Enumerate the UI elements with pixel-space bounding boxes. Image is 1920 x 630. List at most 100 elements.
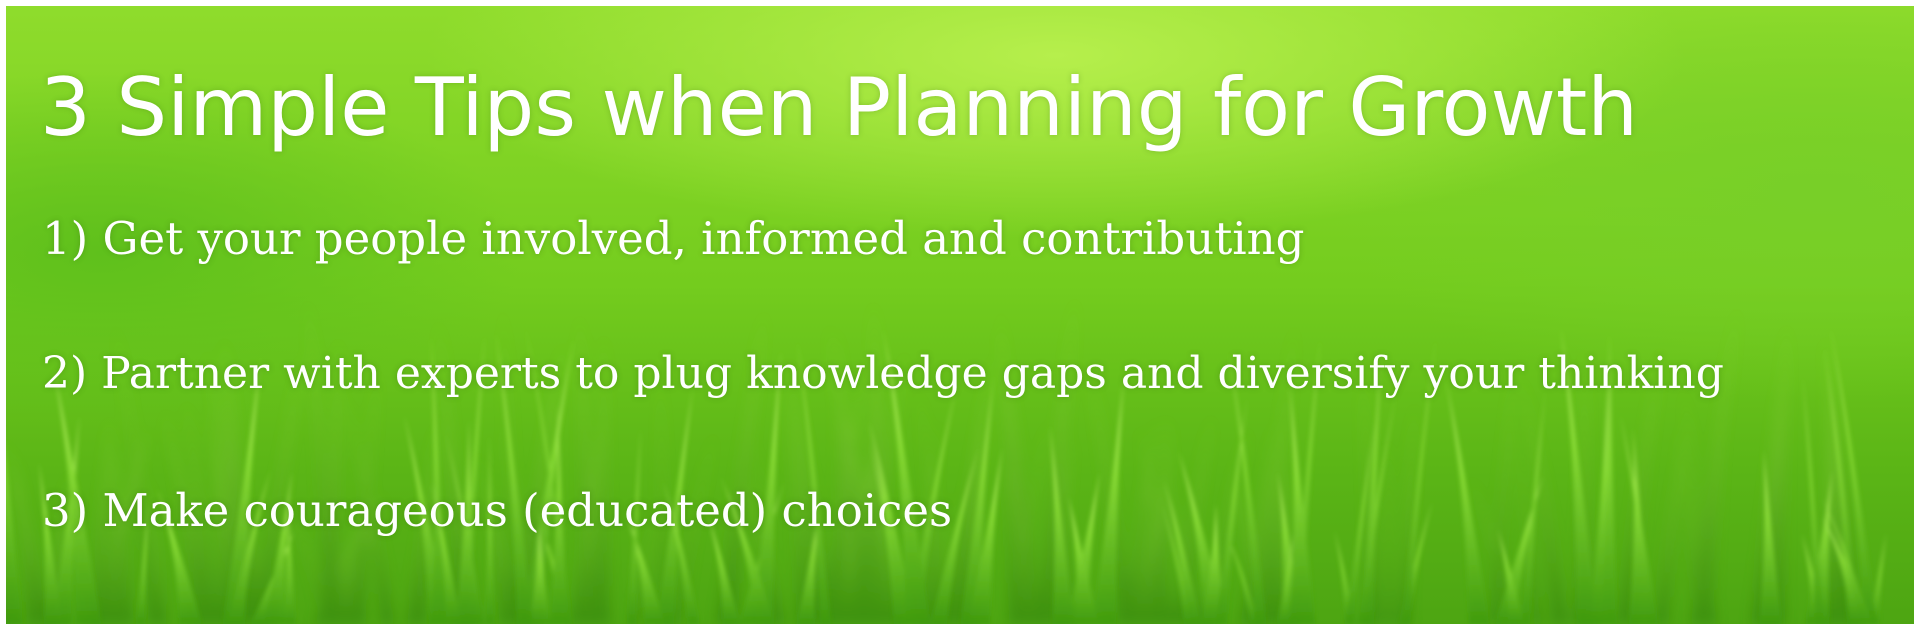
grass-blade [847,388,878,624]
grass-blade [321,336,340,624]
grass-blade [786,388,816,624]
grass-blade [495,332,533,624]
grass-blade [1601,333,1617,624]
grass-blade [344,393,395,624]
grass-blade [1497,528,1525,624]
grass-blade [96,430,147,624]
grass-blade [1690,304,1739,624]
grass-blade [476,454,521,624]
grass-blade [185,399,219,624]
grass-blade [960,374,995,624]
grass-blade [923,451,939,624]
grass-blade [1821,496,1871,624]
grass-blade [6,447,53,624]
grass-blade [663,481,700,624]
grass-blade [1091,376,1124,624]
grass-blade [1384,436,1394,624]
grass-blade [105,450,123,624]
grass-blade [1118,411,1168,624]
grass-blade [1276,533,1294,624]
grass-blade [1036,296,1076,624]
grass-blade [1006,445,1038,624]
grass-blade [707,515,741,624]
grass-blade [1824,346,1860,624]
grass-blade [1057,384,1073,624]
grass-blade [1805,470,1833,624]
grass-blade [350,365,379,624]
grass-blade [1137,423,1175,624]
grass-blade [1132,473,1162,624]
grass-blade [818,363,865,624]
grass-blade [944,356,993,624]
grass-blade [655,386,694,624]
grass-blade [1164,480,1202,624]
grass-blade [6,461,23,624]
grass-blade [86,417,111,624]
grass-blade [1226,532,1259,624]
grass-blade [282,498,296,624]
grass-blade [1488,358,1515,624]
grass-blade [135,500,149,624]
grass-blade [632,498,659,624]
grass-blade [1653,417,1688,624]
grass-blade [1345,421,1376,624]
grass-background-illustration [6,296,1887,624]
grass-blade [1759,449,1782,624]
grass-blade [263,471,293,624]
grass-blade [1357,392,1397,624]
grass-blade [1560,327,1599,624]
grass-blade [15,452,37,624]
grass-blade [1397,400,1415,624]
grass-blade [1289,382,1316,624]
grass-blade [1401,338,1436,624]
grass-blade [716,310,766,624]
grass-blade [53,368,102,624]
grass-blade [406,421,438,624]
banner-title: 3 Simple Tips when Planning for Growth [40,61,1638,154]
grass-blade [252,351,304,624]
grass-blade [967,447,1003,624]
grass-blade [431,482,461,624]
grass-blade [284,496,333,624]
grass-blade [569,422,599,624]
grass-blade [213,435,226,624]
grass-blade [1068,495,1099,624]
grass-blade [797,340,831,624]
grass-blade [796,509,819,624]
grass-blade [528,524,551,624]
grass-blade [1869,532,1887,624]
grass-blade [1215,396,1248,624]
grass-blade [1200,503,1226,624]
grass-blade [1824,336,1862,624]
grass-blade [752,350,782,624]
grass-blade [1008,415,1050,624]
grass-blade [593,332,611,624]
grass-blade [1511,417,1543,624]
grass-blade [720,477,775,624]
grass-blade [484,434,495,624]
grass-blade [1629,427,1652,624]
tip-item-2: 2) Partner with experts to plug knowledg… [42,348,1724,399]
tip-item-1: 1) Get your people involved, informed an… [42,212,1305,265]
grass-blade [1763,323,1788,624]
grass-blade [51,415,80,624]
grass-blade [626,426,641,624]
grass-blade [736,457,787,624]
grass-blade [550,403,568,624]
banner-content: 3 Simple Tips when Planning for Growth 1… [6,6,1914,624]
grass-blade [930,447,979,624]
grass-blade [1049,425,1075,624]
grass-blade [1519,375,1569,624]
grass-blade [38,461,63,624]
grass-blade [146,473,168,624]
grass-blade [226,468,271,624]
grass-blade [455,419,476,624]
grass-blade [521,338,574,624]
grass-blade [1228,350,1267,624]
grass-blade [1615,346,1662,624]
grass-blade [157,489,202,624]
grass-blade [163,408,214,624]
grass-blade [1698,362,1728,624]
grass-blade [1256,399,1286,624]
grass-blade [1446,379,1490,624]
